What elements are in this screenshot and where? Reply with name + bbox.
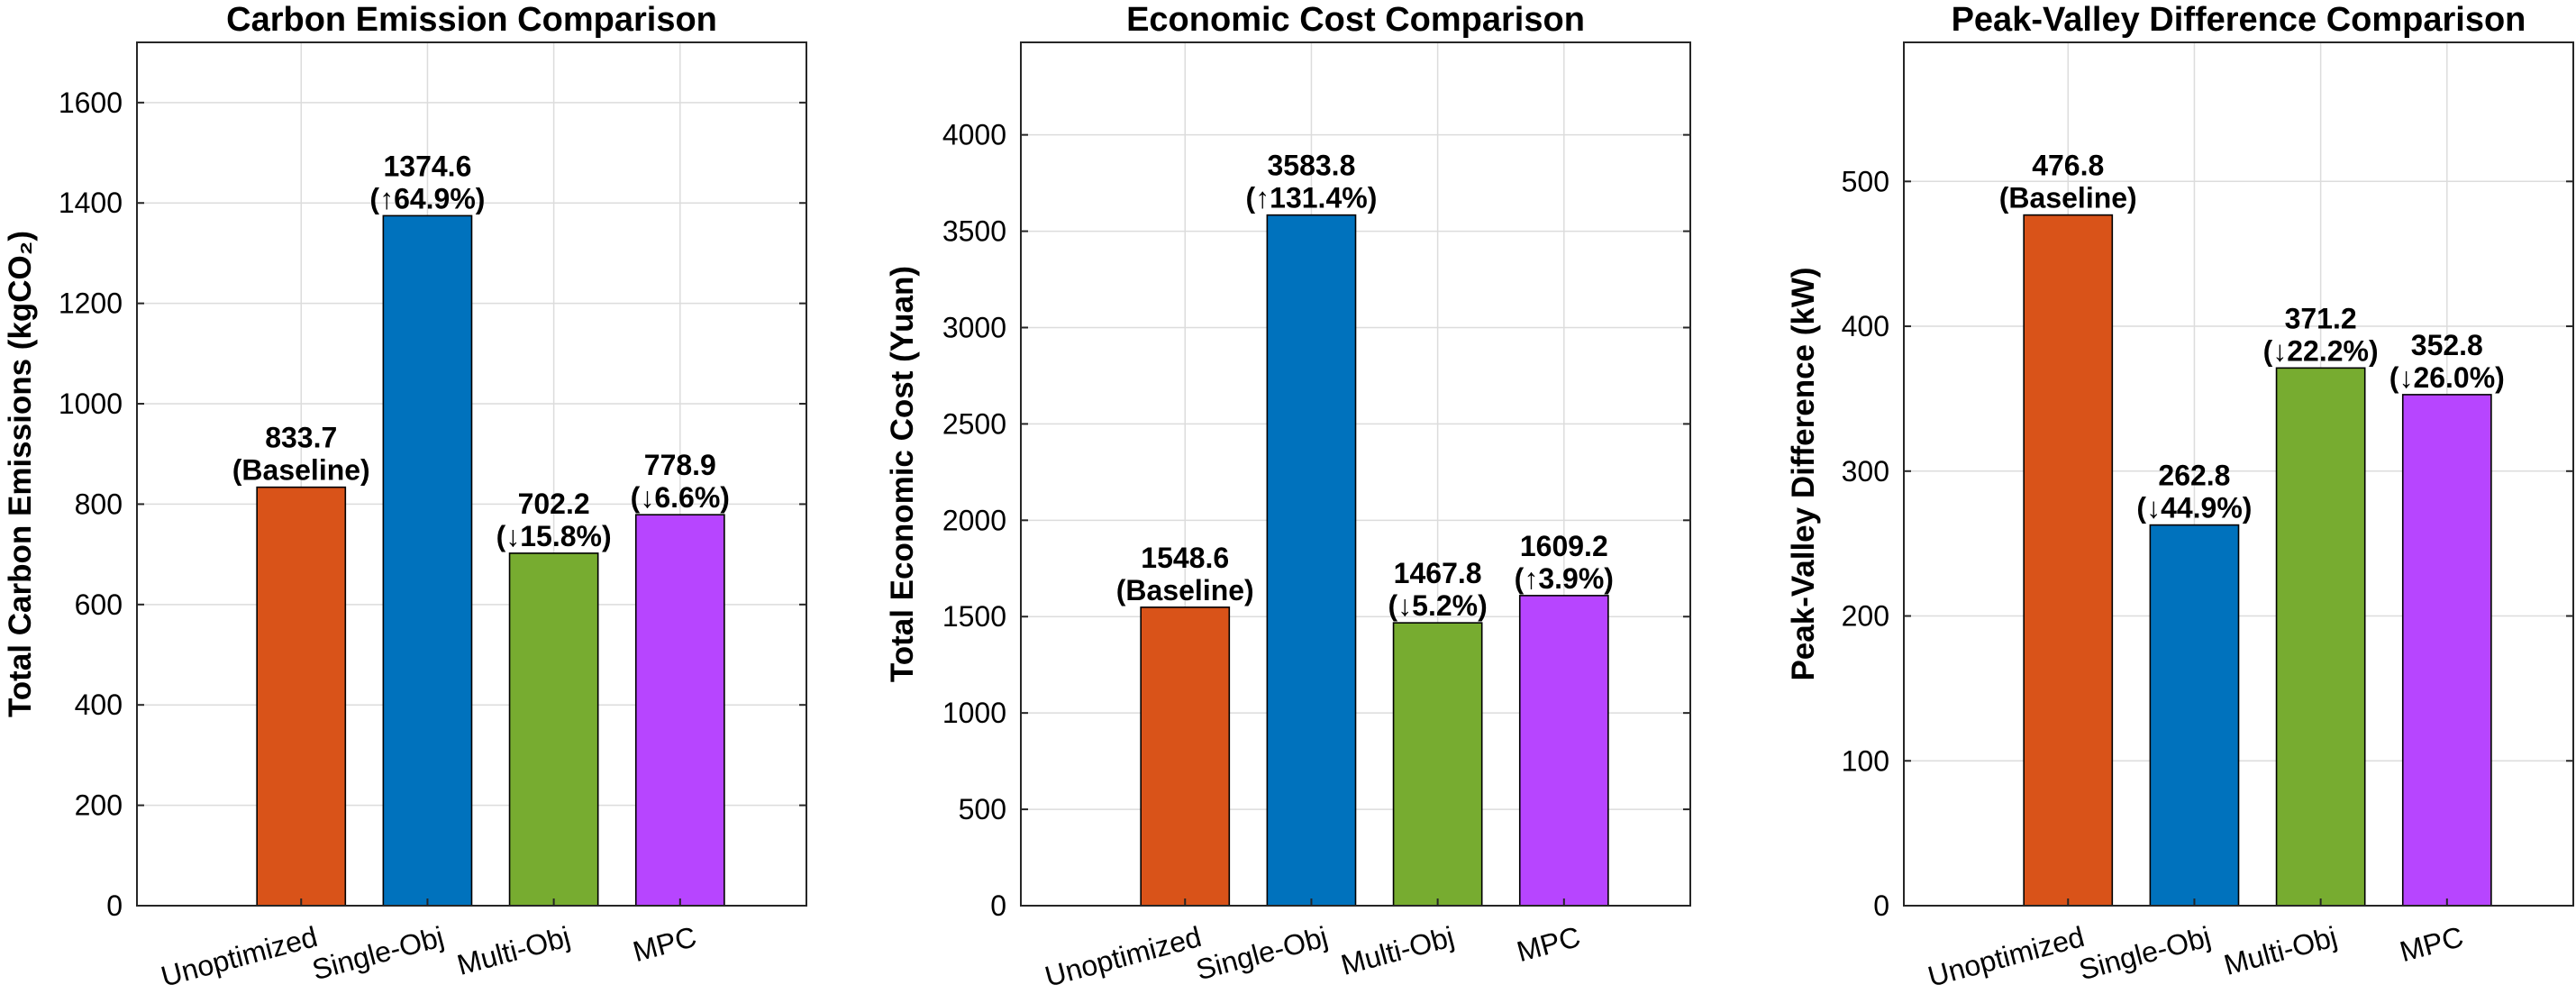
bar-unoptimized xyxy=(2023,214,2114,907)
y-tick-label: 200 xyxy=(1842,600,1889,633)
bar-unoptimized xyxy=(256,486,347,907)
peak-valley-chart: 476.8(Baseline) 262.8(↓44.9%) 371.2(↓22.2%… xyxy=(1786,1,2574,993)
data-label-value: 778.9 xyxy=(644,449,716,481)
y-tick-label: 200 xyxy=(75,789,123,822)
y-tick-label: 500 xyxy=(959,793,1006,825)
x-tick-label: Unoptimized xyxy=(1925,920,2088,993)
cost-chart: 1548.6(Baseline) 3583.8(↑131.4%) 1467.8(↓5… xyxy=(885,1,1691,993)
x-tick-label: Unoptimized xyxy=(1042,920,1205,993)
x-tick-label: Multi-Obj xyxy=(453,920,573,981)
data-label-value: 1548.6 xyxy=(1141,542,1229,574)
y-tick-label: 400 xyxy=(1842,310,1889,342)
data-label-change: (Baseline) xyxy=(232,454,370,487)
bar-mpc xyxy=(1518,595,1609,907)
data-label-value: 371.2 xyxy=(2285,302,2357,334)
data-label-change: (↑64.9%) xyxy=(369,182,485,214)
y-tick-label: 2000 xyxy=(942,504,1006,536)
data-label-value: 476.8 xyxy=(2032,150,2104,182)
y-tick-label: 3000 xyxy=(942,311,1006,343)
data-label-value: 352.8 xyxy=(2411,329,2483,361)
bar-single-obj xyxy=(2149,524,2240,907)
axes-box xyxy=(136,41,807,907)
data-label-change: (↓6.6%) xyxy=(631,481,730,514)
x-tick-label: Unoptimized xyxy=(158,920,321,993)
y-tick-label: 1400 xyxy=(59,187,123,219)
data-label-change: (↓22.2%) xyxy=(2263,334,2379,367)
x-tick-label: Multi-Obj xyxy=(2220,920,2340,981)
y-tick-label: 100 xyxy=(1842,744,1889,777)
chart-title: Economic Cost Comparison xyxy=(1126,1,1585,39)
x-tick-label: MPC xyxy=(2397,920,2467,968)
chart-title: Carbon Emission Comparison xyxy=(226,1,717,39)
data-label-change: (↑131.4%) xyxy=(1246,182,1378,214)
data-label-change: (↓15.8%) xyxy=(496,520,612,552)
data-label-value: 1374.6 xyxy=(383,150,471,182)
y-axis-label: Total Economic Cost (Yuan) xyxy=(885,266,920,682)
data-label-value: 1609.2 xyxy=(1520,530,1608,562)
y-tick-label: 0 xyxy=(990,889,1006,922)
carbon-chart: 833.7(Baseline) 1374.6(↑64.9%) 702.2(↓15.8… xyxy=(3,1,807,993)
x-tick-label: Multi-Obj xyxy=(1337,920,1457,981)
data-label-change: (Baseline) xyxy=(1116,574,1254,606)
data-label-change: (↓26.0%) xyxy=(2389,361,2505,394)
axes-box xyxy=(1020,41,1691,907)
bar-mpc xyxy=(2401,394,2492,907)
y-axis-label: Peak-Valley Difference (kW) xyxy=(1786,267,1821,680)
y-tick-label: 500 xyxy=(1842,165,1889,197)
data-label-value: 833.7 xyxy=(265,422,337,454)
bar-multi-obj xyxy=(508,552,599,907)
data-label-change: (↓44.9%) xyxy=(2136,492,2252,524)
x-tick-label: MPC xyxy=(1514,920,1584,968)
bar-single-obj xyxy=(1266,214,1357,907)
y-tick-label: 300 xyxy=(1842,455,1889,488)
y-tick-label: 400 xyxy=(75,689,123,721)
y-tick-label: 2500 xyxy=(942,407,1006,440)
bar-unoptimized xyxy=(1140,606,1231,907)
y-tick-label: 3500 xyxy=(942,215,1006,248)
bar-single-obj xyxy=(382,214,473,907)
y-tick-label: 1500 xyxy=(942,600,1006,633)
data-label-value: 262.8 xyxy=(2158,460,2230,492)
x-tick-label: MPC xyxy=(630,920,700,968)
y-tick-label: 0 xyxy=(1873,889,1889,922)
y-axis-label: Total Carbon Emissions (kgCO₂) xyxy=(3,231,38,717)
y-tick-label: 600 xyxy=(75,588,123,621)
y-tick-label: 1200 xyxy=(59,287,123,320)
chart-title: Peak-Valley Difference Comparison xyxy=(1952,1,2526,39)
data-label-change: (↓5.2%) xyxy=(1388,589,1487,622)
x-tick-label: Single-Obj xyxy=(2076,920,2215,986)
y-tick-label: 1000 xyxy=(942,697,1006,729)
data-label-change: (↑3.9%) xyxy=(1515,562,1614,595)
y-tick-label: 800 xyxy=(75,488,123,520)
axes-box xyxy=(1903,41,2574,907)
y-tick-label: 4000 xyxy=(942,119,1006,151)
data-label-value: 1467.8 xyxy=(1394,557,1482,589)
bar-mpc xyxy=(634,514,725,907)
data-label-change: (Baseline) xyxy=(1999,182,2137,214)
x-tick-label: Single-Obj xyxy=(1193,920,1332,986)
data-label-value: 3583.8 xyxy=(1267,150,1355,182)
bar-multi-obj xyxy=(1392,622,1483,907)
x-tick-label: Single-Obj xyxy=(309,920,448,986)
y-tick-label: 1600 xyxy=(59,87,123,119)
y-tick-label: 0 xyxy=(106,889,123,922)
bar-multi-obj xyxy=(2275,367,2366,907)
y-tick-label: 1000 xyxy=(59,388,123,420)
data-label-value: 702.2 xyxy=(518,488,590,520)
